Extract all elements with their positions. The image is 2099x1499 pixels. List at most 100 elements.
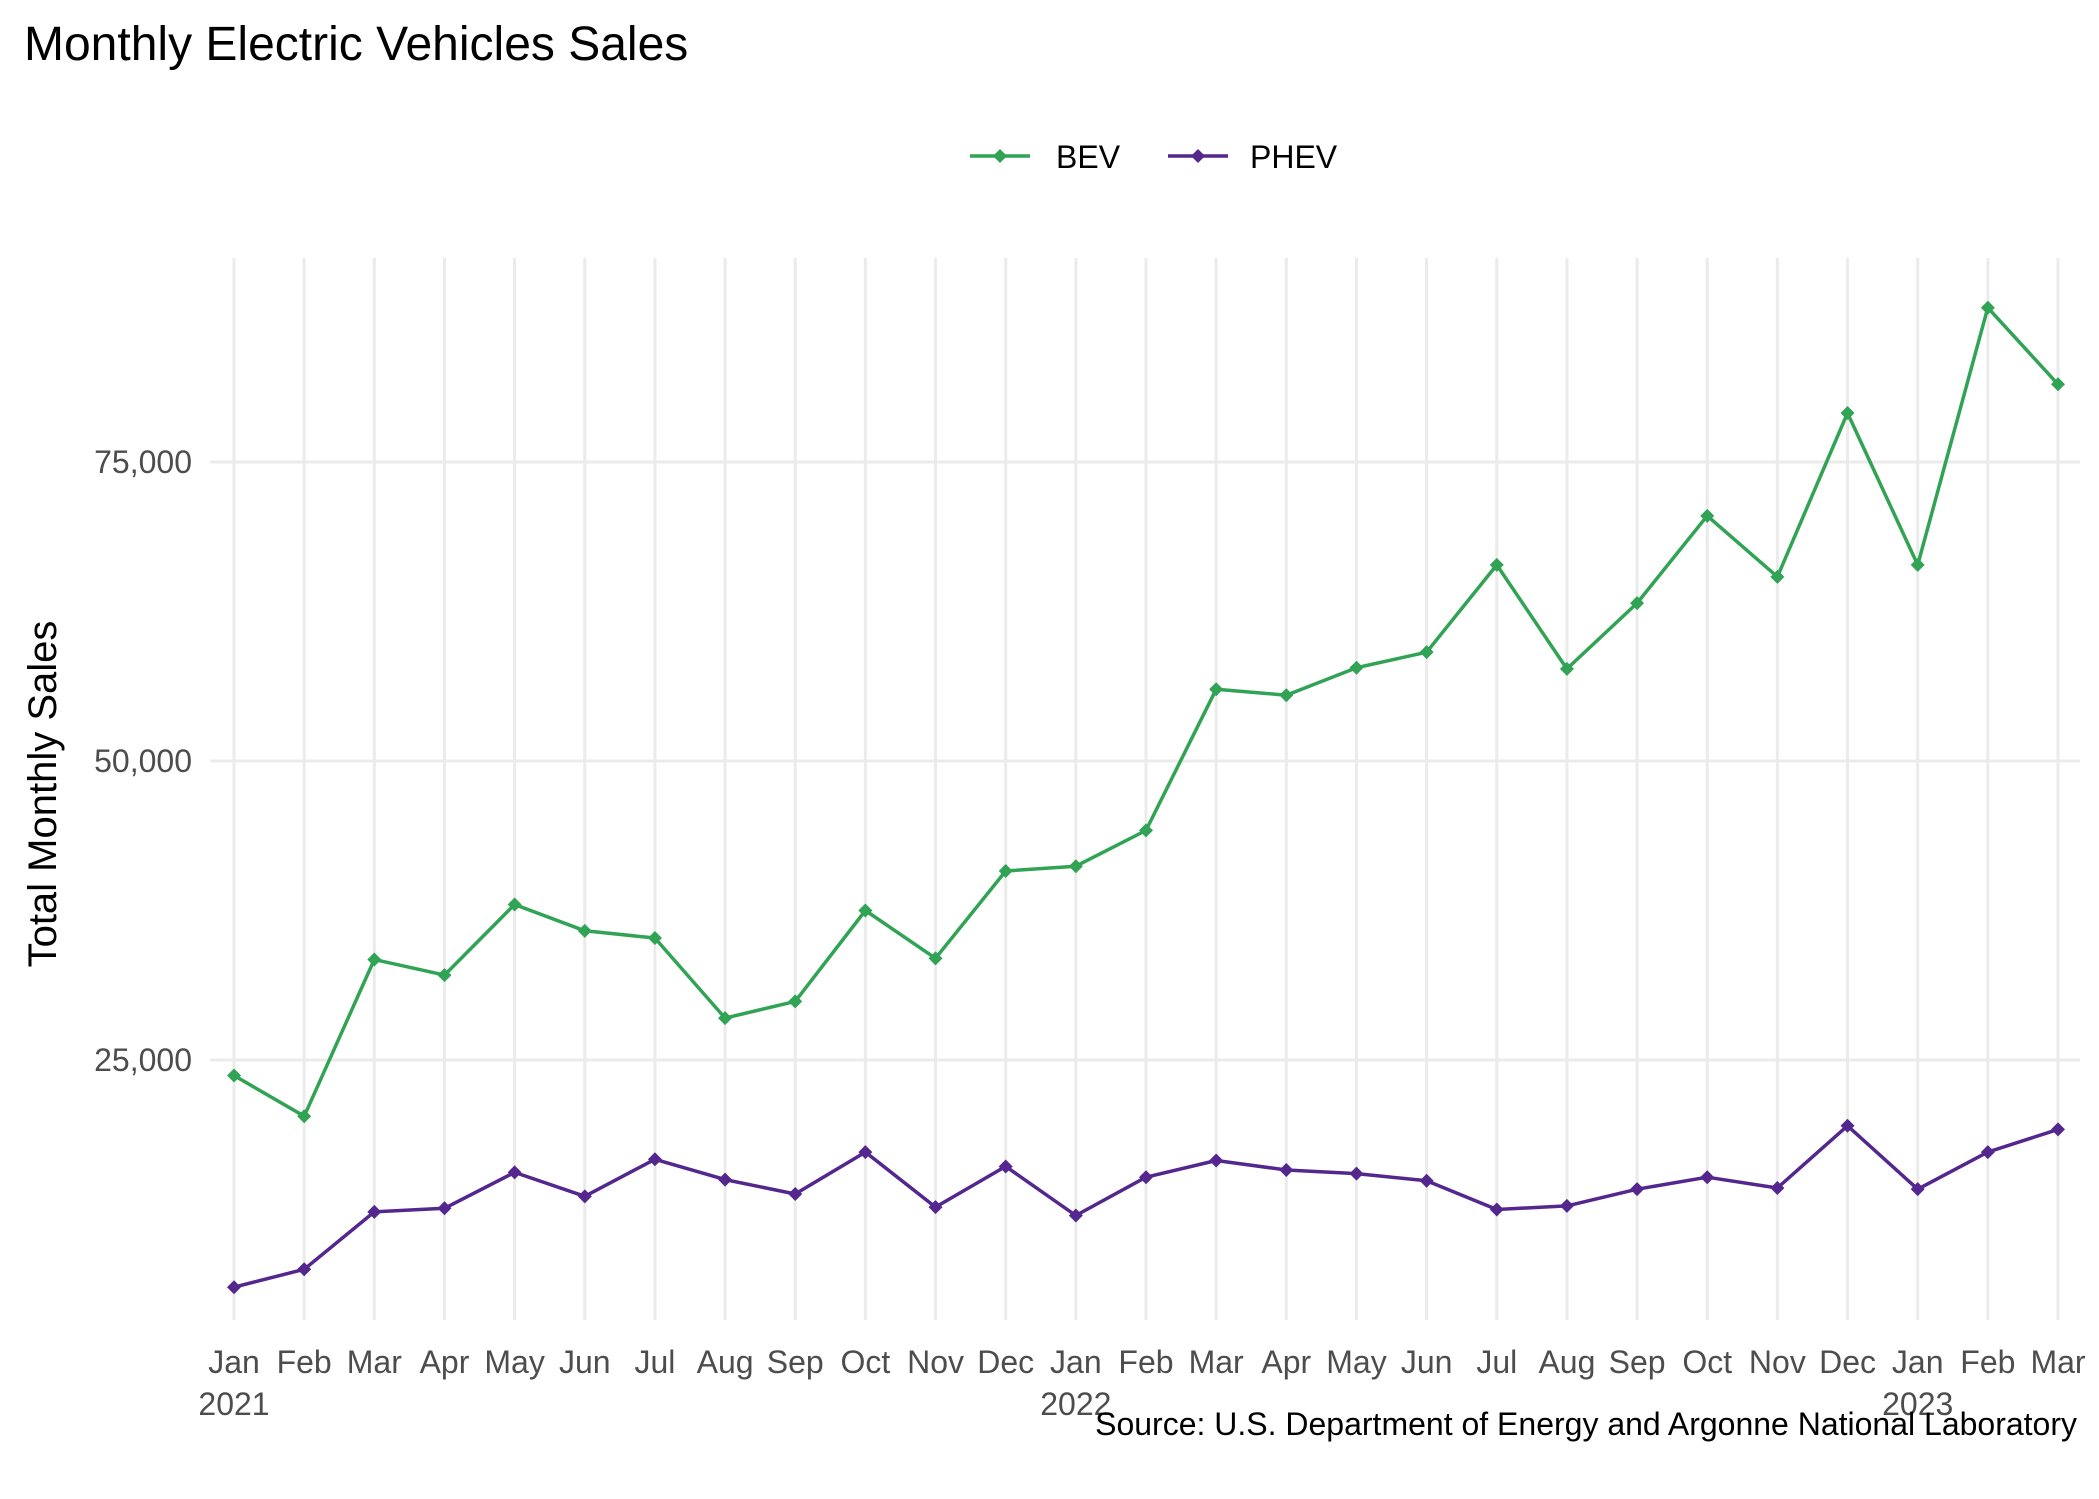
data-point-bev [1489, 557, 1504, 572]
legend-key-marker [993, 149, 1007, 163]
x-tick-label: Feb [1118, 1344, 1173, 1380]
x-tick-label: Mar [347, 1344, 402, 1380]
y-axis-ticks: 25,000 50,000 75,000 [94, 444, 192, 1078]
data-point-phev [1559, 1198, 1574, 1213]
x-tick-label: Jun [559, 1344, 611, 1380]
y-tick-label: 25,000 [94, 1042, 192, 1078]
x-tick-label: Apr [420, 1344, 470, 1380]
data-point-bev [437, 968, 452, 983]
data-point-phev [1139, 1170, 1153, 1185]
data-point-phev [788, 1186, 803, 1201]
data-point-phev [647, 1152, 662, 1167]
data-point-phev [1910, 1182, 1925, 1197]
x-tick-label: Aug [697, 1344, 754, 1380]
data-point-phev [1770, 1180, 1785, 1195]
data-point-phev [1279, 1163, 1294, 1178]
data-point-bev [367, 952, 382, 967]
data-point-bev [1068, 859, 1083, 874]
data-point-bev [297, 1109, 312, 1124]
data-point-phev [367, 1204, 382, 1219]
x-tick-label: Oct [1682, 1344, 1732, 1380]
source-caption: Source: U.S. Department of Energy and Ar… [1095, 1406, 2077, 1442]
chart-title: Monthly Electric Vehicles Sales [24, 18, 688, 71]
data-point-bev [507, 897, 522, 912]
data-point-phev [577, 1189, 592, 1204]
x-tick-label: Jul [1476, 1344, 1517, 1380]
legend-label: PHEV [1250, 139, 1338, 175]
data-point-bev [1279, 688, 1294, 703]
data-point-bev [577, 923, 592, 938]
data-point-phev [1068, 1208, 1083, 1223]
data-point-bev [998, 864, 1013, 879]
data-point-phev [2051, 1122, 2065, 1137]
data-point-bev [1559, 661, 1574, 676]
y-tick-label: 50,000 [94, 743, 192, 779]
x-tick-label: Jun [1401, 1344, 1453, 1380]
x-tick-label: May [484, 1344, 544, 1380]
legend-item-bev: BEV [970, 139, 1121, 175]
x-tick-label: Aug [1538, 1344, 1595, 1380]
y-tick-label: 75,000 [94, 444, 192, 480]
x-tick-label: Sep [1609, 1344, 1666, 1380]
data-point-phev [1349, 1166, 1364, 1181]
data-point-bev [1840, 405, 1855, 420]
x-tick-label: Jan [208, 1344, 260, 1380]
data-point-phev [1630, 1182, 1645, 1197]
x-tick-label: Nov [1749, 1344, 1806, 1380]
data-point-phev [1419, 1173, 1434, 1188]
data-point-bev [227, 1068, 241, 1083]
x-tick-label: Dec [1819, 1344, 1876, 1380]
legend-item-phev: PHEV [1168, 139, 1338, 175]
y-axis-title: Total Monthly Sales [21, 621, 65, 968]
x-tick-year-label: 2022 [1040, 1386, 1111, 1422]
data-point-phev [297, 1262, 312, 1277]
x-tick-label: Mar [1189, 1344, 1244, 1380]
x-tick-label: Feb [277, 1344, 332, 1380]
data-point-bev [1630, 596, 1645, 611]
legend-key-marker [1191, 149, 1205, 163]
data-point-phev [718, 1172, 733, 1187]
data-point-bev [1209, 682, 1224, 697]
data-point-phev [928, 1200, 943, 1215]
data-point-phev [1700, 1170, 1715, 1185]
data-point-phev [858, 1145, 873, 1160]
data-point-bev [1419, 645, 1434, 660]
data-point-phev [1489, 1202, 1504, 1217]
data-point-bev [718, 1011, 733, 1026]
data-point-phev [507, 1165, 522, 1180]
legend: BEV PHEV [970, 139, 1338, 175]
data-point-phev [1980, 1145, 1995, 1160]
data-point-bev [1980, 300, 1995, 315]
series-points [227, 300, 2065, 1295]
data-point-phev [998, 1159, 1013, 1174]
data-point-bev [1700, 508, 1715, 523]
x-tick-label: Jul [634, 1344, 675, 1380]
x-tick-label: Jan [1892, 1344, 1944, 1380]
x-tick-year-label: 2021 [198, 1386, 269, 1422]
x-tick-label: Apr [1261, 1344, 1311, 1380]
data-point-bev [1910, 557, 1925, 572]
data-point-bev [858, 903, 873, 918]
data-point-phev [227, 1280, 241, 1295]
x-tick-label: Oct [840, 1344, 890, 1380]
data-point-bev [928, 951, 943, 966]
x-tick-label: Mar [2030, 1344, 2085, 1380]
data-point-bev [788, 994, 803, 1009]
x-tick-label: Jan [1050, 1344, 1102, 1380]
data-point-bev [2051, 377, 2065, 392]
data-point-bev [1349, 660, 1364, 675]
grid [210, 258, 2080, 1320]
x-tick-label: Sep [767, 1344, 824, 1380]
x-tick-label: Dec [977, 1344, 1034, 1380]
data-point-phev [437, 1201, 452, 1216]
data-point-phev [1209, 1153, 1224, 1168]
data-point-bev [647, 931, 662, 946]
x-tick-label: Feb [1960, 1344, 2015, 1380]
x-tick-year-label: 2023 [1882, 1386, 1953, 1422]
data-point-phev [1840, 1118, 1855, 1133]
x-tick-label: Nov [907, 1344, 964, 1380]
x-tick-label: May [1326, 1344, 1386, 1380]
data-point-bev [1139, 823, 1153, 838]
